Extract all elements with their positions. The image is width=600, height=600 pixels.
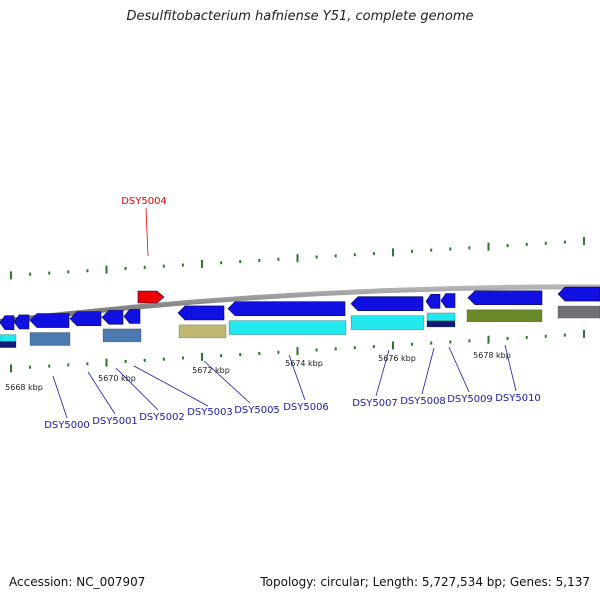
annotation-box xyxy=(29,332,71,346)
scale-labels: 5668 kbp 5670 kbp 5672 kbp 5674 kbp 5676… xyxy=(5,351,511,392)
gene-label[interactable]: DSY5000 xyxy=(44,420,90,431)
topology-text: Topology: circular; Length: 5,727,534 bp… xyxy=(260,575,590,589)
lower-tick-row xyxy=(10,329,585,373)
cds-arrow xyxy=(177,305,225,321)
leader-line xyxy=(87,371,116,415)
leader-line xyxy=(52,375,68,419)
leader-line xyxy=(448,346,470,393)
upper-tick-row xyxy=(10,236,585,280)
leader-line xyxy=(145,207,149,257)
annotation-box xyxy=(557,305,600,319)
cds-arrow xyxy=(227,301,346,316)
leader-line xyxy=(421,347,435,395)
cds-arrow xyxy=(467,290,543,306)
scale-label: 5668 kbp xyxy=(5,383,43,392)
scale-label: 5672 kbp xyxy=(192,366,230,375)
cds-arrow xyxy=(69,311,102,327)
scale-label: 5670 kbp xyxy=(98,374,136,383)
scale-label: 5674 kbp xyxy=(285,359,323,368)
annotation-box xyxy=(0,334,17,342)
cds-arrow xyxy=(350,296,424,311)
annotation-box xyxy=(178,324,227,339)
highlight-gene-glyph xyxy=(137,290,165,304)
cds-arrow xyxy=(557,286,600,302)
leader-line xyxy=(375,349,390,397)
annotation-box xyxy=(426,312,456,322)
gene-label[interactable]: DSY5001 xyxy=(92,416,138,427)
gene-labels: DSY5000 DSY5001 DSY5002 DSY5003 DSY5005 … xyxy=(44,393,541,431)
gene-label[interactable]: DSY5002 xyxy=(139,412,185,423)
annotation-box xyxy=(0,341,17,348)
leader-line xyxy=(203,360,251,404)
cds-arrow xyxy=(29,313,70,328)
annotation-box xyxy=(426,320,456,328)
gene-label[interactable]: DSY5007 xyxy=(352,398,398,409)
annotation-box xyxy=(102,328,142,343)
gene-label[interactable]: DSY5010 xyxy=(495,393,541,404)
label-leaders xyxy=(52,207,517,419)
annotation-box xyxy=(466,309,543,323)
gene-label[interactable]: DSY5008 xyxy=(400,396,446,407)
cds-arrow xyxy=(13,314,30,330)
leader-line xyxy=(133,365,209,407)
feature-track xyxy=(0,286,600,348)
leader-line xyxy=(504,344,517,392)
leader-line xyxy=(115,367,159,411)
cds-arrow xyxy=(123,309,141,324)
gene-label[interactable]: DSY5003 xyxy=(187,407,233,418)
cds-arrow xyxy=(0,315,15,330)
highlight-gene-label[interactable]: DSY5004 xyxy=(121,196,167,207)
gene-label[interactable]: DSY5009 xyxy=(447,394,493,405)
accession-text: Accession: NC_007907 xyxy=(9,575,146,589)
cds-arrow xyxy=(440,293,456,308)
gene-label[interactable]: DSY5005 xyxy=(234,405,280,416)
leader-line xyxy=(288,354,306,401)
annotation-box xyxy=(228,320,347,335)
scale-label: 5678 kbp xyxy=(473,351,511,360)
cds-arrow xyxy=(425,294,441,309)
scale-label: 5676 kbp xyxy=(378,354,416,363)
cds-arrow xyxy=(101,310,124,325)
map-title: Desulfitobacterium hafniense Y51, comple… xyxy=(126,9,474,24)
gene-label[interactable]: DSY5006 xyxy=(283,402,329,413)
annotation-box xyxy=(350,315,425,330)
